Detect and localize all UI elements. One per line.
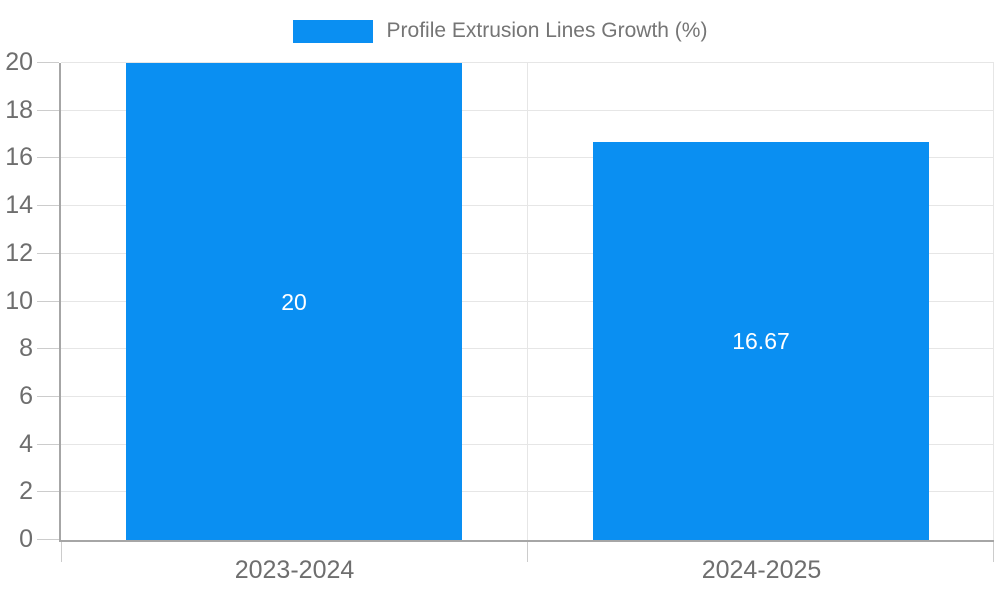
y-axis-label: 18 xyxy=(5,95,33,124)
legend-swatch[interactable] xyxy=(292,19,373,43)
x-axis-tick xyxy=(61,542,62,562)
plot-area: 0 2 4 6 8 10 12 14 16 18 20 2023-2024 2024-2025 20 16.… xyxy=(5,50,994,583)
bar-value-label: 16.67 xyxy=(732,328,790,354)
y-axis-tick xyxy=(37,252,59,254)
y-axis-label: 2 xyxy=(19,477,33,506)
bar[interactable] xyxy=(126,63,462,540)
y-axis-label: 20 xyxy=(5,48,33,76)
y-axis-label: 10 xyxy=(5,286,33,315)
x-axis-label: 2024-2025 xyxy=(701,556,822,584)
y-axis-tick xyxy=(37,491,59,493)
y-axis-tick xyxy=(37,348,59,350)
legend: Profile Extrusion Lines Growth (%) xyxy=(0,19,1000,43)
y-axis-tick xyxy=(37,157,59,159)
y-axis-tick xyxy=(37,109,59,111)
y-axis-tick xyxy=(37,205,59,207)
y-axis-label: 14 xyxy=(5,191,33,220)
y-axis-tick xyxy=(37,539,59,540)
y-axis-tick xyxy=(37,395,59,397)
legend-label[interactable]: Profile Extrusion Lines Growth (%) xyxy=(386,19,708,42)
y-axis-label: 4 xyxy=(19,429,33,458)
x-axis-tick xyxy=(527,542,528,562)
y-axis-label: 12 xyxy=(5,238,33,267)
gridline-vertical xyxy=(993,63,994,540)
y-axis-label: 6 xyxy=(19,381,33,410)
gridline-horizontal xyxy=(61,62,994,63)
bar-value-label: 20 xyxy=(281,289,307,315)
y-axis-label: 0 xyxy=(19,525,33,553)
x-axis-tick xyxy=(993,542,994,562)
bar[interactable] xyxy=(593,142,929,540)
y-axis-tick xyxy=(37,300,59,302)
y-axis-label: 8 xyxy=(19,334,33,363)
y-axis-tick xyxy=(37,443,59,445)
y-axis-tick xyxy=(37,62,59,63)
y-axis-label: 16 xyxy=(5,143,33,172)
gridline-vertical xyxy=(527,63,528,540)
x-axis-label: 2023-2024 xyxy=(234,556,355,584)
